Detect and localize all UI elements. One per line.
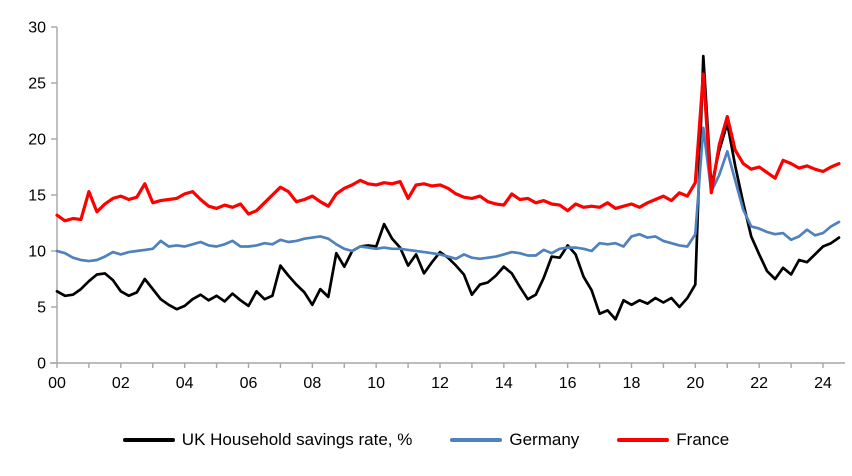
- x-axis-tick-label: 10: [367, 375, 385, 392]
- legend-item-uk: UK Household savings rate, %: [122, 430, 413, 450]
- legend-line-swatch-uk: [122, 438, 175, 442]
- x-axis-tick-label: 24: [814, 375, 832, 392]
- x-axis-tick-label: 16: [559, 375, 577, 392]
- x-axis-tick-label: 12: [431, 375, 449, 392]
- x-axis-tick-label: 08: [303, 375, 321, 392]
- legend-item-germany: Germany: [450, 430, 579, 450]
- x-axis-tick-label: 02: [112, 375, 130, 392]
- y-axis-tick-label: 30: [28, 20, 46, 37]
- y-axis-tick-label: 25: [28, 76, 46, 93]
- chart-legend: UK Household savings rate, % Germany Fra…: [0, 430, 852, 450]
- x-axis-tick-label: 06: [240, 375, 258, 392]
- legend-label-germany: Germany: [509, 430, 580, 449]
- legend-line-swatch-germany: [450, 438, 503, 442]
- y-axis-tick-label: 0: [37, 356, 46, 373]
- x-axis-tick-label: 20: [686, 375, 704, 392]
- y-axis-tick-label: 5: [37, 300, 46, 317]
- x-axis-tick-label: 00: [48, 375, 66, 392]
- x-axis-tick-label: 22: [750, 375, 768, 392]
- y-axis-tick-label: 10: [28, 244, 46, 261]
- legend-label-uk: UK Household savings rate, %: [181, 430, 413, 449]
- legend-label-france: France: [676, 430, 730, 449]
- legend-line-swatch-france: [617, 438, 670, 442]
- legend-item-france: France: [617, 430, 729, 450]
- x-axis-tick-label: 14: [495, 375, 513, 392]
- y-axis-tick-label: 15: [28, 188, 46, 205]
- series-line-germany: [55, 126, 841, 263]
- x-axis-tick-label: 18: [623, 375, 641, 392]
- chart-canvas: 0 5 10 15 20 25 30 00 02 04 06 08 10 12 14 16 18 20 22 24: [28, 20, 845, 392]
- x-axis-tick-label: 04: [176, 375, 194, 392]
- y-axis-tick-label: 20: [28, 132, 46, 149]
- series-line-france: [55, 72, 841, 223]
